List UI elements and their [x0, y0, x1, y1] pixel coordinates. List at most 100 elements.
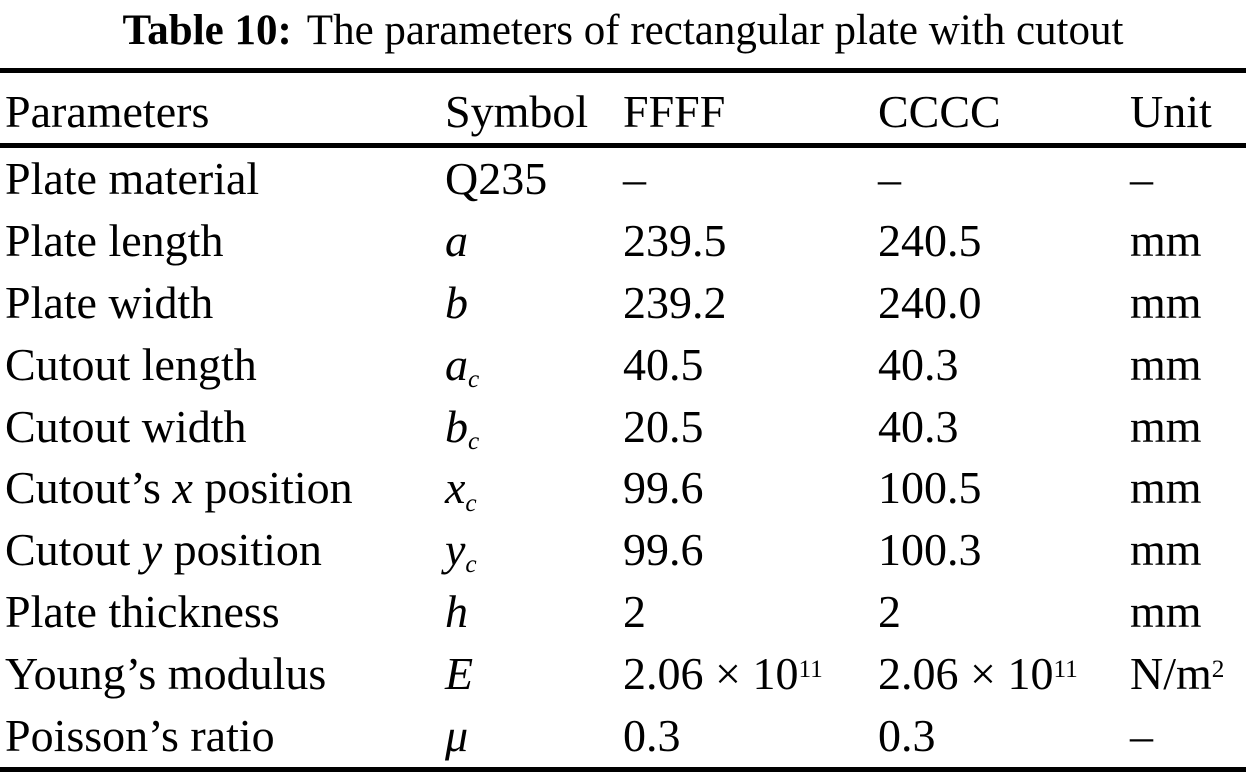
- cell-symbol: Q235: [445, 152, 623, 204]
- text-segment: 2.06 × 10: [623, 648, 799, 700]
- text-segment: x: [445, 462, 466, 514]
- text-segment: 240.5: [878, 214, 982, 266]
- cell-cccc-value: 2.06 × 1011: [878, 651, 1130, 697]
- text-segment: mm: [1130, 338, 1202, 390]
- cell-parameter: Cutout’s x position: [5, 465, 445, 511]
- table-caption: Table 10: The parameters of rectangular p…: [0, 0, 1246, 62]
- column-header-ffff: FFFF: [623, 86, 726, 137]
- cell-unit: N/m2: [1130, 651, 1246, 697]
- text-segment: mm: [1130, 400, 1202, 452]
- text-segment: c: [465, 488, 477, 517]
- text-segment: 99.6: [623, 462, 704, 514]
- cell-symbol: b: [445, 276, 623, 328]
- text-segment: Q235: [445, 152, 548, 204]
- cell-ffff-value: 99.6: [623, 465, 878, 511]
- table-body: Plate material Q235 – – – Plate length a…: [0, 148, 1246, 767]
- text-segment: 240.0: [878, 276, 982, 328]
- cell-symbol: μ: [445, 713, 623, 759]
- table-row: Plate thickness h 2 2 mm: [0, 581, 1246, 643]
- cell-cccc-value: 40.3: [878, 400, 1130, 452]
- table-row: Plate material Q235 – – –: [0, 148, 1246, 210]
- cell-symbol: ac: [445, 341, 623, 391]
- text-segment: Plate thickness: [5, 586, 280, 638]
- text-segment: y: [141, 524, 163, 576]
- cell-parameter: Plate width: [5, 276, 445, 328]
- table-row: Plate length a 239.5 240.5 mm: [0, 210, 1246, 272]
- text-segment: mm: [1130, 462, 1202, 514]
- text-segment: 40.3: [878, 338, 959, 390]
- text-segment: c: [468, 426, 480, 455]
- text-segment: Cutout length: [5, 338, 257, 390]
- cell-ffff-value: 20.5: [623, 403, 878, 450]
- cell-unit: –: [1130, 713, 1246, 759]
- table-row: Cutout’s x position xc 99.6 100.5 mm: [0, 458, 1246, 520]
- text-segment: 0.3: [623, 710, 681, 762]
- cell-parameter: Cutout width: [5, 400, 445, 452]
- text-segment: Poisson’s ratio: [5, 710, 275, 762]
- cell-symbol: yc: [445, 527, 623, 577]
- table-row: Cutout y position yc 99.6 100.3 mm: [0, 519, 1246, 581]
- cell-ffff-value: –: [623, 155, 878, 202]
- cell-unit: mm: [1130, 589, 1246, 635]
- text-segment: 40.3: [878, 400, 959, 452]
- text-segment: a: [445, 214, 468, 266]
- cell-ffff-value: 239.2: [623, 276, 878, 328]
- text-segment: Plate material: [5, 152, 260, 204]
- text-segment: –: [1130, 710, 1153, 762]
- text-segment: mm: [1130, 214, 1202, 266]
- table-row: Cutout length ac 40.5 40.3 mm: [0, 334, 1246, 396]
- cell-cccc-value: 240.0: [878, 276, 1130, 328]
- text-segment: Cutout: [5, 524, 142, 576]
- text-segment: 2: [878, 586, 901, 638]
- cell-parameter: Poisson’s ratio: [5, 713, 445, 759]
- text-segment: Plate width: [5, 276, 214, 328]
- table-caption-text: The parameters of rectangular plate with…: [306, 7, 1124, 54]
- cell-unit: mm: [1130, 338, 1246, 390]
- column-header-parameters: Parameters: [5, 86, 210, 137]
- text-segment: 239.2: [623, 276, 727, 328]
- text-segment: b: [445, 276, 468, 328]
- text-segment: mm: [1130, 276, 1202, 328]
- column-header-unit: Unit: [1130, 86, 1212, 137]
- text-segment: 0.3: [878, 710, 936, 762]
- cell-parameter: Young’s modulus: [5, 651, 445, 697]
- cell-symbol: E: [445, 651, 623, 697]
- text-segment: 40.5: [623, 338, 704, 390]
- text-segment: position: [192, 462, 353, 514]
- cell-ffff-value: 40.5: [623, 338, 878, 390]
- table-row: Plate width b 239.2 240.0 mm: [0, 272, 1246, 334]
- text-segment: 2: [1211, 654, 1225, 683]
- cell-unit: –: [1130, 152, 1246, 204]
- cell-unit: mm: [1130, 400, 1246, 452]
- text-segment: 99.6: [623, 524, 704, 576]
- column-header-cccc: CCCC: [878, 86, 1001, 137]
- cell-cccc-value: 240.5: [878, 214, 1130, 266]
- text-segment: 2: [623, 586, 646, 638]
- text-segment: 11: [798, 654, 823, 683]
- table-header-row: Parameters Symbol FFFF CCCC Unit: [0, 73, 1246, 143]
- cell-symbol: a: [445, 214, 623, 266]
- cell-symbol: xc: [445, 462, 623, 515]
- text-segment: 239.5: [623, 214, 727, 266]
- text-segment: Cutout width: [5, 400, 247, 452]
- text-segment: mm: [1130, 586, 1202, 638]
- cell-symbol: bc: [445, 403, 623, 453]
- text-segment: 100.3: [878, 524, 982, 576]
- table-row: Cutout width bc 20.5 40.3 mm: [0, 396, 1246, 458]
- text-segment: Cutout’s: [5, 462, 173, 514]
- text-segment: c: [468, 364, 480, 393]
- cell-ffff-value: 239.5: [623, 214, 878, 266]
- cell-parameter: Cutout y position: [5, 527, 445, 573]
- table-header-separator-rule: [0, 143, 1246, 148]
- cell-symbol: h: [445, 589, 623, 635]
- text-segment: h: [445, 586, 468, 638]
- text-segment: 11: [1053, 654, 1078, 683]
- text-segment: –: [1130, 152, 1153, 204]
- table-bottom-rule: [0, 767, 1246, 772]
- table-row: Poisson’s ratio μ 0.3 0.3 –: [0, 705, 1246, 767]
- text-segment: Young’s modulus: [5, 648, 327, 700]
- text-segment: μ: [445, 710, 469, 762]
- cell-unit: mm: [1130, 465, 1246, 511]
- text-segment: mm: [1130, 524, 1202, 576]
